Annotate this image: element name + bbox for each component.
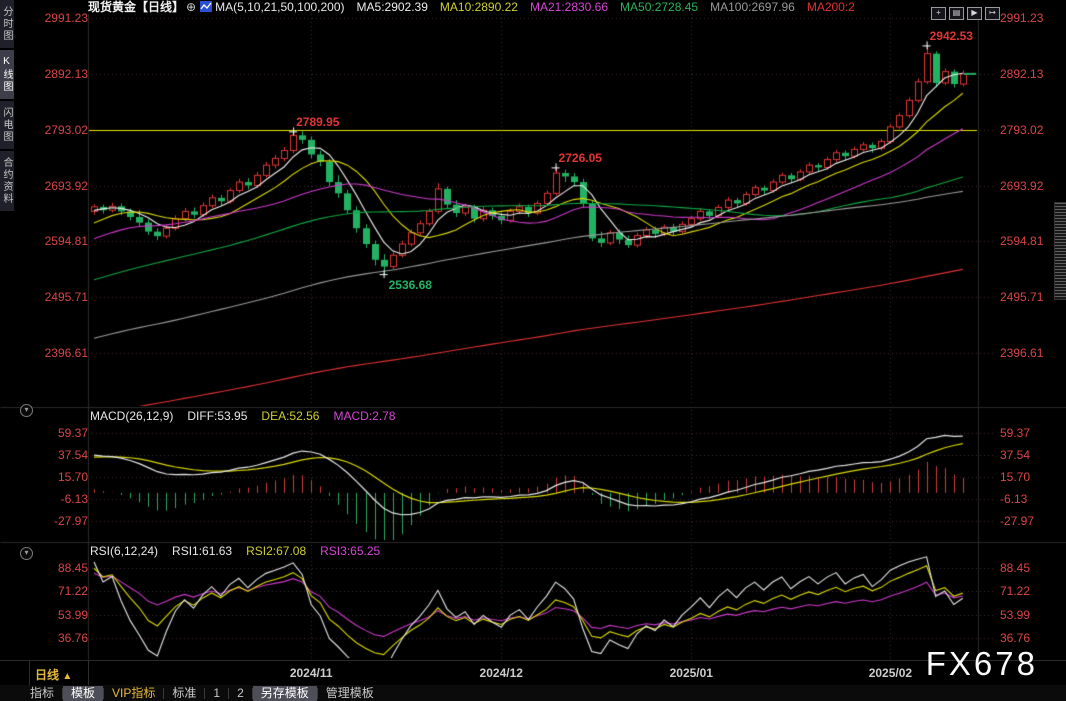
sidebar-tab-分时图[interactable]: 分时图	[0, 0, 14, 48]
period-tag: 【日线】	[136, 0, 185, 14]
axis-label: 2892.13	[44, 66, 88, 81]
axis-label: 2495.71	[1000, 290, 1044, 305]
axis-label: -6.13	[1000, 491, 1028, 506]
axis-label: 2991.23	[1000, 11, 1044, 25]
sidebar-tab-合约资料[interactable]: 合约资料	[0, 151, 14, 211]
axis-label: -27.97	[1000, 514, 1035, 528]
panel-collapse-icon[interactable]: ▾	[20, 404, 33, 417]
axis-label: 2892.13	[1000, 66, 1044, 81]
axis-label: 59.37	[1000, 426, 1031, 440]
axis-label: -27.97	[53, 514, 88, 528]
toolbar-tab-模板[interactable]: 模板	[63, 685, 104, 701]
ma-value: MA21:2830.66	[529, 0, 609, 14]
expand-icon[interactable]: ⊕	[186, 0, 197, 14]
rsi3-value: RSI3:65.25	[320, 544, 381, 558]
toolbar-tab-1[interactable]: 1	[213, 685, 221, 700]
sidebar-tab-K线图[interactable]: K线图	[0, 50, 14, 99]
macd-params-label: MACD(26,12,9)	[90, 409, 174, 423]
date-label: 2024/11	[289, 666, 333, 680]
axis-label: 37.54	[57, 447, 88, 462]
price-marker-label: 2536.68	[388, 278, 432, 293]
axis-label: 2594.81	[44, 234, 88, 249]
axis-label: -6.13	[60, 491, 88, 506]
axis-label: 88.45	[1000, 561, 1031, 575]
watermark: FX678	[925, 645, 1038, 682]
date-label: 2024/12	[479, 666, 523, 680]
rsi-header: RSI(6,12,24) RSI1:61.63 RSI2:67.08 RSI3:65.…	[90, 544, 394, 558]
macd-header: MACD(26,12,9) DIFF:53.95 DEA:52.56 MACD:2.7…	[90, 409, 409, 423]
axis-label: 59.37	[57, 426, 88, 440]
playback-icon[interactable]: ▶	[967, 7, 982, 20]
bottom-toolbar: 指标 模板 VIP指标 标准 1 2 另存模板 管理模板	[0, 685, 1066, 701]
axis-label: 2793.02	[1000, 122, 1044, 137]
symbol-title: 现货黄金	[88, 0, 137, 14]
rsi-params-label: RSI(6,12,24)	[90, 544, 159, 558]
toolbar-tab-另存模板[interactable]: 另存模板	[252, 685, 317, 701]
axis-label: 2793.02	[44, 122, 88, 137]
window-tool-icons: + ▤ ▶ ↦	[928, 2, 1000, 20]
date-label: 2025/01	[669, 666, 713, 680]
period-selector[interactable]: 日线 ▲	[35, 668, 73, 682]
axis-label: 37.54	[1000, 447, 1031, 462]
axis-label: 36.76	[1000, 631, 1031, 645]
axis-label: 2594.81	[1000, 234, 1044, 249]
price-marker-label: 2942.53	[929, 29, 973, 44]
price-marker-label: 2726.05	[558, 151, 602, 166]
axis-label: 2693.92	[1000, 178, 1044, 193]
export-icon[interactable]: ↦	[985, 7, 1000, 20]
axis-label: 2396.61	[44, 346, 88, 360]
ma-params-label: MA(5,10,21,50,100,200)	[215, 0, 345, 14]
axis-label: 2991.23	[44, 11, 88, 25]
crosshair-icon[interactable]: +	[931, 7, 946, 20]
toolbar-tab-管理模板[interactable]: 管理模板	[325, 685, 374, 700]
toolbar-tab-指标[interactable]: 指标	[30, 685, 55, 700]
axis-label: 2693.92	[44, 178, 88, 193]
ma-values: MA5:2902.39 MA10:2890.22 MA21:2830.66 MA50:…	[357, 0, 867, 14]
toolbar-tab-2[interactable]: 2	[237, 685, 244, 700]
chart-type-sidebar: 分时图 K线图闪电图合约资料	[0, 0, 15, 213]
time-axis-row: 日线 ▲ 2024/11 2024/12 2025/01 2025/02	[0, 660, 1066, 686]
macd-macd-value: MACD:2.78	[333, 409, 396, 423]
macd-dea-value: DEA:52.56	[261, 409, 320, 423]
axis-label: 36.76	[57, 631, 88, 645]
axis-scale-icon[interactable]: ▤	[949, 7, 964, 20]
ma-value: MA50:2728.45	[620, 0, 699, 14]
axis-label: 15.70	[1000, 470, 1031, 484]
axis-label: 71.22	[1000, 584, 1031, 599]
toolbar-tab-标准[interactable]: 标准	[172, 685, 197, 700]
macd-diff-value: DIFF:53.95	[187, 409, 248, 423]
scrollbar-thumb[interactable]	[1054, 202, 1066, 300]
axis-label: 2495.71	[44, 290, 88, 305]
axis-label: 2396.61	[1000, 346, 1044, 360]
chart-header: 现货黄金【日线】 ⊕ MA(5,10,21,50,100,200) MA5:2902.…	[88, 0, 867, 16]
toolbar-tab-VIP指标[interactable]: VIP指标	[112, 685, 156, 700]
ma-value: MA10:2890.22	[439, 0, 518, 14]
rsi2-value: RSI2:67.08	[246, 544, 307, 558]
date-label: 2025/02	[868, 666, 913, 680]
axis-label: 15.70	[57, 470, 88, 484]
ma-value: MA200:2	[806, 0, 855, 14]
panel-collapse-icon[interactable]: ▾	[20, 547, 33, 560]
axis-label: 71.22	[57, 584, 88, 599]
axis-label: 88.45	[57, 561, 88, 575]
ma-value: MA100:2697.96	[710, 0, 795, 14]
sidebar-tab-闪电图[interactable]: 闪电图	[0, 101, 14, 149]
chart-style-icon[interactable]	[200, 1, 213, 12]
axis-label: 53.99	[1000, 607, 1031, 622]
price-marker-label: 2789.95	[296, 115, 340, 130]
ma-value: MA5:2902.39	[356, 0, 428, 14]
rsi1-value: RSI1:61.63	[172, 544, 233, 558]
axis-label: 53.99	[57, 607, 88, 622]
